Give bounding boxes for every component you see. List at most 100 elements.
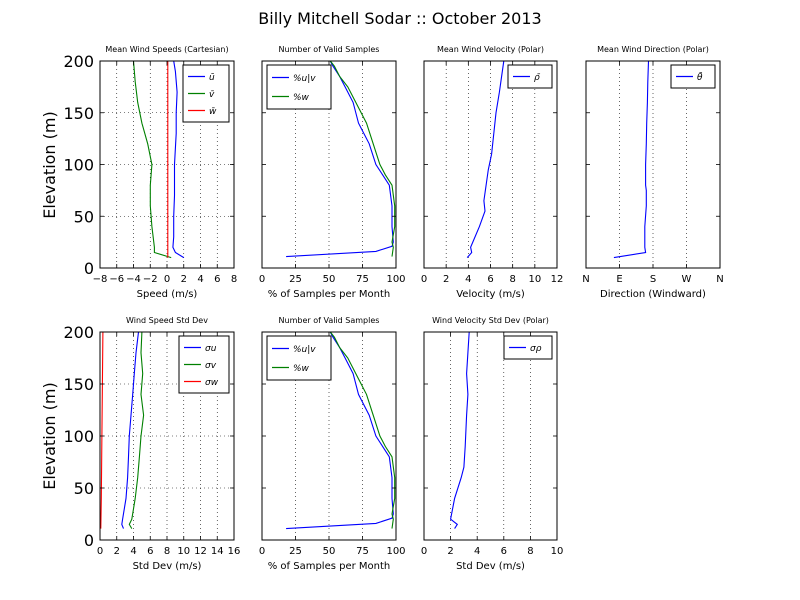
legend-label: %w — [293, 93, 310, 103]
subplot-p3: Mean Wind Velocity (Polar) 0 2 4 6 8 10 12 Veloc… — [421, 45, 564, 300]
legend-box — [266, 64, 332, 110]
y-tick-label: 150 — [63, 375, 94, 394]
x-tick-label: 2 — [114, 546, 120, 557]
legend-label: %u|v — [293, 74, 316, 84]
x-tick-label: 4 — [465, 274, 471, 285]
x-axis-label: Std Dev (m/s) — [456, 561, 525, 572]
plot-frame — [585, 60, 721, 269]
x-tick-label: 4 — [197, 274, 203, 285]
subplots: Mean Wind Speeds (Cartesian)−8 −6 −4 −2 0 2 4 6… — [63, 45, 723, 572]
x-tick-label: 0 — [421, 546, 427, 557]
series-line — [613, 60, 650, 259]
x-axis-label: Speed (m/s) — [137, 289, 198, 300]
x-tick-label: 6 — [487, 274, 493, 285]
x-tick-label: W — [682, 274, 692, 285]
legend-label: θ̄ — [697, 71, 703, 83]
legend: %u|v %w — [266, 335, 332, 381]
legend-label: w̄ — [209, 107, 217, 117]
y-tick-label: 150 — [63, 104, 94, 123]
subplot-p1: Mean Wind Speeds (Cartesian) −8 −6 −4 −2 0 2 4 6… — [63, 45, 237, 300]
x-tick-label: −2 — [143, 274, 158, 285]
x-tick-label: 75 — [356, 274, 369, 285]
x-tick-label: −6 — [109, 274, 124, 285]
x-tick-label: 4 — [474, 546, 480, 557]
x-tick-label: 50 — [323, 546, 336, 557]
x-tick-label: −4 — [126, 274, 141, 285]
x-axis-label: % of Samples per Month — [268, 561, 391, 572]
x-tick-label: 6 — [501, 546, 507, 557]
y-tick-label: 100 — [63, 427, 94, 446]
x-tick-label: 12 — [551, 274, 564, 285]
series-line — [132, 60, 172, 259]
x-axis-label: % of Samples per Month — [268, 289, 391, 300]
series-line — [121, 331, 140, 529]
x-axis-label: Std Dev (m/s) — [133, 561, 202, 572]
y-tick-label: 50 — [74, 479, 94, 498]
x-tick-label: 6 — [147, 546, 153, 557]
x-tick-label: 2 — [443, 274, 449, 285]
subplot-p6: Number of Valid Samples 0 25 50 75 100 % of Sa… — [259, 316, 406, 572]
x-tick-label: 100 — [386, 546, 405, 557]
legend: ū v̄ w̄ — [182, 64, 230, 123]
legend: θ̄ — [670, 64, 716, 89]
legend-box — [503, 335, 553, 360]
x-tick-label: −8 — [93, 274, 108, 285]
x-tick-label: 10 — [177, 546, 190, 557]
x-tick-label: 8 — [509, 274, 515, 285]
subplot-title: Mean Wind Direction (Polar) — [597, 45, 709, 54]
series-line — [329, 60, 396, 257]
y-tick-label: 100 — [63, 156, 94, 175]
x-tick-label: 10 — [551, 546, 564, 557]
x-tick-label: 0 — [164, 274, 170, 285]
x-tick-label: E — [616, 274, 622, 285]
x-axis-label: Velocity (m/s) — [456, 289, 525, 300]
x-tick-label: 0 — [421, 274, 427, 285]
legend-label: ρ̄ — [534, 73, 541, 83]
legend-label: v̄ — [209, 90, 215, 100]
subplot-p7: Wind Velocity Std Dev (Polar) 0 2 4 6 8 10 Std … — [421, 316, 564, 572]
legend: σρ — [503, 335, 553, 360]
legend-label: σv — [205, 361, 217, 371]
x-tick-label: 6 — [214, 274, 220, 285]
subplot-title: Mean Wind Velocity (Polar) — [437, 45, 544, 54]
legend: %u|v %w — [266, 64, 332, 110]
y-tick-label: 200 — [63, 323, 94, 342]
plot-frame — [423, 60, 558, 269]
subplot-title: Number of Valid Samples — [279, 45, 380, 54]
x-tick-label: 2 — [447, 546, 453, 557]
figure-title: Billy Mitchell Sodar :: October 2013 — [258, 9, 541, 28]
legend-box — [266, 335, 332, 381]
legend-label: %u|v — [293, 345, 316, 355]
x-tick-label: 0 — [259, 274, 265, 285]
legend-label: σw — [205, 378, 219, 388]
x-tick-label: S — [650, 274, 656, 285]
subplot-title: Wind Speed Std Dev — [126, 316, 208, 325]
x-tick-label: 8 — [527, 546, 533, 557]
subplot-title: Mean Wind Speeds (Cartesian) — [105, 45, 228, 54]
x-tick-label: 8 — [231, 274, 237, 285]
series-line — [329, 331, 396, 529]
x-tick-label: 25 — [289, 546, 302, 557]
series-line — [128, 331, 145, 529]
x-tick-label: 2 — [181, 274, 187, 285]
y-tick-label: 50 — [74, 207, 94, 226]
x-tick-label: 10 — [528, 274, 541, 285]
x-tick-label: 8 — [164, 546, 170, 557]
y-tick-label: 0 — [84, 531, 94, 550]
x-tick-label: 14 — [211, 546, 224, 557]
y-tick-label: 200 — [63, 52, 94, 71]
series-line — [466, 60, 505, 258]
x-tick-label: N — [716, 274, 723, 285]
series-line — [172, 60, 185, 259]
ylabel-bottom: Elevation (m) — [40, 382, 59, 489]
x-tick-label: 12 — [194, 546, 207, 557]
x-tick-label: 100 — [386, 274, 405, 285]
legend-label: %w — [293, 364, 310, 374]
x-axis-label: Direction (Windward) — [600, 289, 706, 300]
series-line — [100, 331, 104, 529]
ylabel-top: Elevation (m) — [40, 111, 59, 218]
x-tick-label: 16 — [228, 546, 241, 557]
x-tick-label: 50 — [323, 274, 336, 285]
subplot-p2: Number of Valid Samples 0 25 50 75 100 % of Sa… — [259, 45, 406, 300]
